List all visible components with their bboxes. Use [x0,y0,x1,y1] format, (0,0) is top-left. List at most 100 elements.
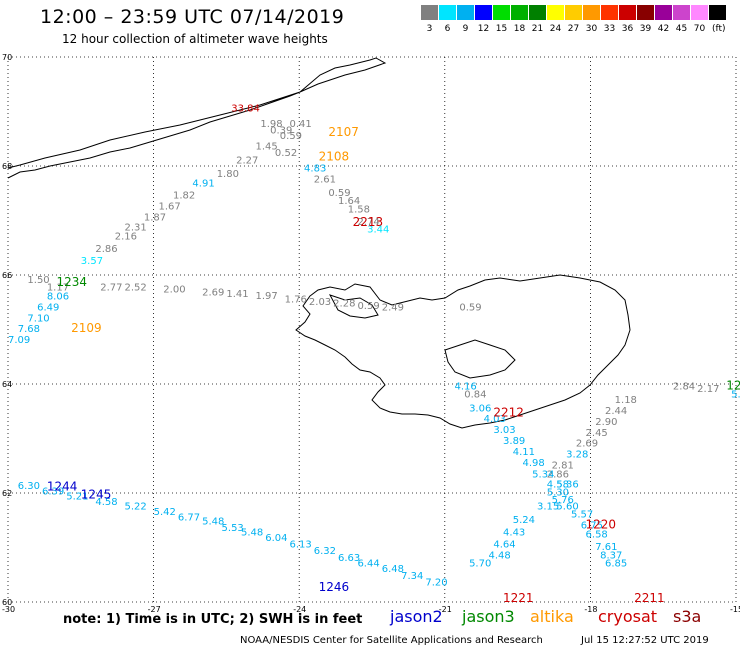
wave-height-label: 5.30 [547,488,569,499]
credit-text: NOAA/NESDIS Center for Satellite Applica… [240,635,543,646]
legend-swatch [583,5,600,20]
wave-height-label: 0.59 [459,302,481,313]
wave-height-label: 0.59 [280,131,302,142]
wave-height-label: 3.89 [503,436,525,447]
wave-height-label: 2.03 [309,297,331,308]
legend-swatch [421,5,438,20]
legend-label: 18 [513,24,526,34]
wave-height-label: 0.84 [464,390,486,401]
legend-unit: (ft) [712,24,726,34]
legend-label: 15 [495,24,508,34]
legend-label: 39 [639,24,652,34]
wave-height-label: 2.49 [382,302,404,313]
legend-swatch [619,5,636,20]
pass-time-label: 1221 [503,591,534,605]
legend-swatch [673,5,690,20]
wave-height-label: 33.84 [231,104,260,115]
wave-height-label: 0.52 [275,148,297,159]
wave-height-label: 3.15 [537,501,559,512]
wave-height-label: 1.45 [256,142,278,153]
wave-height-label: 6.85 [605,559,627,570]
wave-height-label: 3.06 [469,403,491,414]
wave-height-label: 7.68 [18,324,40,335]
iceland-inland-outline [444,339,516,379]
wave-height-label: 4.58 [95,497,117,508]
wave-height-label: 2.90 [595,417,617,428]
legend-swatch [439,5,456,20]
legend-jason3: jason3 [462,607,515,626]
wave-height-label: 4.03 [484,414,506,425]
legend-label: 45 [675,24,688,34]
lon-tick-label: -24 [293,605,306,614]
wave-height-label: 0.39 [270,125,292,136]
wave-height-label: 6.63 [338,553,360,564]
wave-height-label: 6.58 [586,530,608,541]
pass-time-label: 2212 [493,406,524,420]
wave-height-label: 2.45 [586,428,608,439]
lon-tick-label: -15 [730,605,740,614]
wave-height-label: 0.41 [289,119,311,130]
wave-height-label: 7.10 [27,313,49,324]
wave-height-label: 6.49 [37,302,59,313]
wave-height-label: 5.22 [124,501,146,512]
lat-tick-label: 66 [2,271,12,280]
wave-height-label: 8.37 [600,550,622,561]
wave-height-label: 5.76 [552,495,574,506]
westfjords-outline [328,294,379,319]
wave-height-label: 1.98 [260,119,282,130]
map-grid: 70 68 66 64 62 60-30 -27 -24 -21 -18 -15 [2,53,740,614]
wave-height-label: 6.44 [357,559,379,570]
legend-swatch [637,5,654,20]
legend-swatch [475,5,492,20]
pass-time-label: 2211 [634,591,665,605]
wave-height-label: 8.06 [47,292,69,303]
wave-height-label: 2.69 [202,288,224,299]
wave-height-label: 1.50 [27,275,49,286]
lon-tick-label: -21 [439,605,452,614]
pass-time-label: 1244 [47,479,78,493]
wave-height-label: 2.86 [547,470,569,481]
observation-labels: 33.841.98 0.410.390.591.450.522.274.831.8… [8,104,740,589]
lat-tick-label: 70 [2,53,12,62]
wave-height-label: 7.34 [401,571,423,582]
wave-height-label: 4.58 [547,480,569,491]
legend-altika: altika [530,607,574,626]
wave-height-label: 2.69 [576,439,598,450]
pass-time-label: 2107 [328,125,359,139]
lat-tick-label: 68 [2,162,12,171]
wave-height-label: 1.41 [226,289,248,300]
legend-swatch [529,5,546,20]
wave-height-label: 4.64 [493,540,515,551]
legend-label: 12 [477,24,490,34]
wave-height-label: 6.32 [314,546,336,557]
wave-height-label: 6.77 [178,512,200,523]
wave-height-label: 6.39 [42,487,64,498]
generated-timestamp: Jul 15 12:27:52 UTC 2019 [581,635,709,646]
wave-height-label: 1.87 [144,213,166,224]
legend-cryosat: cryosat [598,607,658,626]
legend-swatch [511,5,528,20]
pass-time-label: 1236 [726,378,740,392]
wave-height-label: 2.84 [673,381,695,392]
pass-time-label: 1245 [81,487,112,501]
wave-height-label: 5.70 [469,559,491,570]
lat-tick-label: 64 [2,380,12,389]
pass-time-label: 1220 [586,517,617,531]
legend-swatch [691,5,708,20]
wave-height-label: 1.67 [158,202,180,213]
wave-height-label: 5.32 [731,390,740,401]
wave-height-label: 6.30 [18,481,40,492]
wave-height-label: 2.00 [163,284,185,295]
wave-height-label: 2.28 [333,299,355,310]
wave-height-label: 1.82 [173,191,195,202]
wave-height-label: 6.48 [382,564,404,575]
wave-height-label: 5.48 [202,517,224,528]
lon-tick-label: -30 [2,605,15,614]
wave-height-label: 2.27 [236,155,258,166]
wave-height-label: 3.44 [367,224,389,235]
wave-height-label: 2.61 [314,174,336,185]
wave-height-label: 7.61 [595,542,617,553]
legend-label: 70 [693,24,706,34]
wave-height-label: 3.03 [493,425,515,436]
